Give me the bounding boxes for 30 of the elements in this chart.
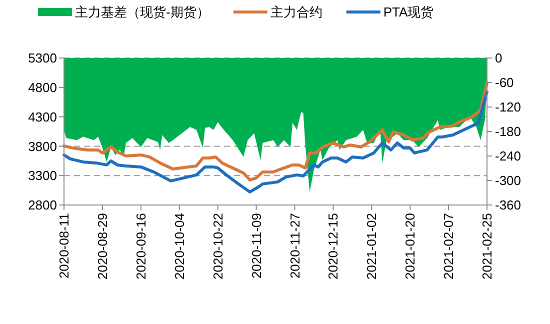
x-tick-label: 2021-02-07	[441, 213, 456, 280]
x-tick-label: 2020-11-27	[287, 213, 302, 279]
legend-label: 主力基差（现货-期货）	[75, 4, 210, 20]
y-tick-label: 3300	[28, 168, 57, 184]
y2-tick-label: -60	[495, 75, 514, 90]
x-tick-label: 2020-09-16	[133, 213, 148, 280]
y2-tick-label: -120	[495, 100, 522, 115]
y-tick-label: 2800	[28, 198, 57, 213]
y-tick-label: 4800	[28, 80, 57, 95]
y2-tick-label: -300	[495, 173, 522, 188]
y2-tick-label: -240	[495, 148, 522, 164]
y2-tick-label: -360	[495, 198, 522, 213]
legend-label: 主力合约	[270, 4, 322, 20]
y-tick-label: 5300	[28, 50, 57, 66]
x-tick-label: 2020-08-29	[95, 213, 110, 280]
y2-tick-label: -180	[495, 124, 522, 140]
legend-label: PTA现货	[383, 4, 434, 20]
y2-tick-label: 0	[495, 50, 502, 66]
x-tick-label: 2020-12-15	[326, 213, 341, 280]
y-tick-label: 4300	[28, 109, 57, 124]
x-tick-label: 2020-10-04	[172, 213, 187, 280]
x-tick-label: 2021-01-20	[402, 213, 418, 280]
y-tick-label: 3800	[28, 138, 57, 154]
x-tick-label: 2020-11-09	[248, 213, 264, 279]
x-tick-label: 2021-01-02	[364, 213, 380, 280]
x-tick-label: 2021-02-25	[480, 213, 495, 280]
line-series	[62, 90, 488, 194]
line-series	[62, 81, 488, 182]
x-tick-label: 2020-08-11	[56, 213, 72, 279]
x-tick-label: 2020-10-22	[210, 213, 226, 280]
